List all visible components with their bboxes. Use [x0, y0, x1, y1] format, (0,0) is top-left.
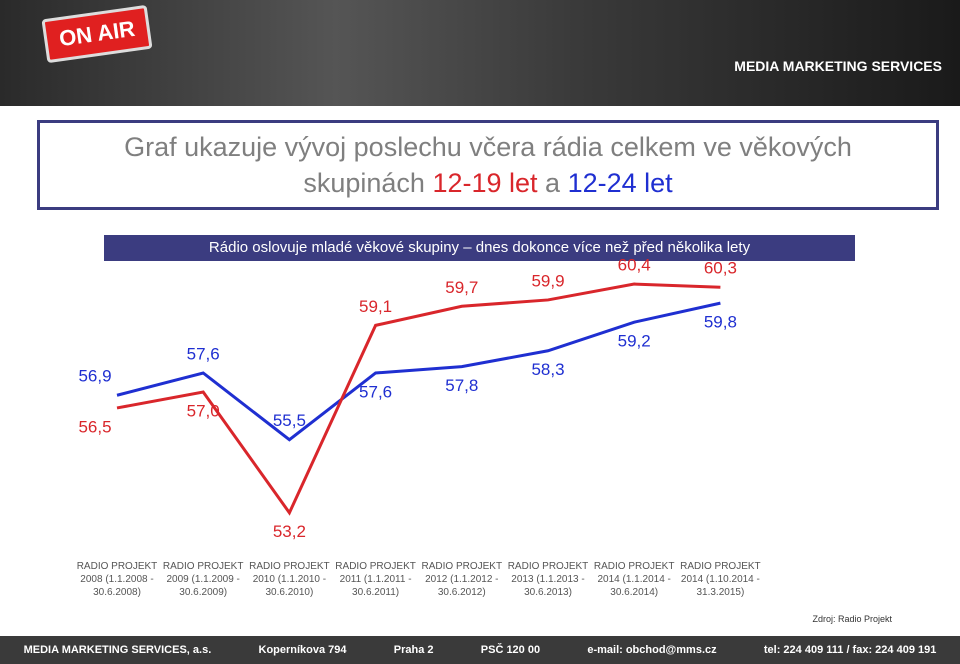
data-label: 55,5 — [273, 411, 306, 430]
logo: MEDIA MARKETING SERVICES — [734, 58, 942, 74]
footer-item: tel: 224 409 111 / fax: 224 409 191 — [763, 644, 937, 656]
title-text: Graf ukazuje vývoj poslechu včera rádia … — [124, 132, 852, 198]
data-label: 59,7 — [445, 278, 478, 297]
footer: MEDIA MARKETING SERVICES, a.s. Koperníkov… — [0, 636, 960, 664]
x-tick-label: RADIO PROJEKT 2014 (1.1.2014 - 30.6.2014… — [593, 561, 675, 598]
data-label: 59,1 — [359, 297, 392, 316]
data-label: 56,5 — [78, 417, 111, 436]
footer-item: PSČ 120 00 — [480, 644, 541, 656]
x-tick-label: RADIO PROJEKT 2009 (1.1.2009 - 30.6.2009… — [162, 561, 244, 598]
footer-item: Koperníkova 794 — [258, 644, 347, 656]
title: Graf ukazuje vývoj poslechu včera rádia … — [37, 120, 939, 210]
title-blue: 12-24 let — [567, 168, 673, 198]
x-tick-label: RADIO PROJEKT 2011 (1.1.2011 - 30.6.2011… — [335, 561, 416, 598]
data-label: 59,9 — [531, 271, 564, 290]
series-line — [116, 282, 721, 516]
footer-item: Praha 2 — [393, 644, 434, 656]
source: Zdroj: Radio Projekt — [812, 614, 892, 624]
header: ON AIR MEDIA MARKETING SERVICES — [0, 0, 960, 106]
data-label: 59,8 — [704, 313, 737, 332]
footer-item: e-mail: obchod@mms.cz — [587, 644, 717, 656]
footer-item: MEDIA MARKETING SERVICES, a.s. — [23, 644, 212, 656]
x-tick-label: RADIO PROJEKT 2012 (1.1.2012 - 30.6.2012… — [421, 561, 503, 598]
data-label: 58,3 — [531, 360, 564, 379]
x-tick-label: RADIO PROJEKT 2008 (1.1.2008 - 30.6.2008… — [76, 561, 158, 598]
series-line — [116, 301, 721, 442]
x-tick-label: RADIO PROJEKT 2014 (1.10.2014 - 31.3.201… — [680, 561, 761, 598]
data-label: 57,0 — [187, 402, 220, 421]
data-label: 53,2 — [273, 522, 306, 541]
data-label: 57,6 — [359, 382, 392, 401]
x-tick-label: RADIO PROJEKT 2013 (1.1.2013 - 30.6.2013… — [507, 561, 589, 598]
data-label: 60,4 — [618, 256, 651, 275]
x-tick-label: RADIO PROJEKT 2010 (1.1.2010 - 30.6.2010… — [249, 561, 330, 598]
title-text: a — [537, 168, 568, 198]
data-label: 56,9 — [78, 367, 111, 386]
subtitle: Rádio oslovuje mladé věkové skupiny – dn… — [104, 235, 855, 261]
data-label: 57,8 — [445, 376, 478, 395]
data-label: 59,2 — [618, 332, 651, 351]
data-label: 57,6 — [187, 344, 220, 363]
data-label: 60,3 — [704, 259, 737, 278]
title-red: 12-19 let — [432, 168, 538, 198]
